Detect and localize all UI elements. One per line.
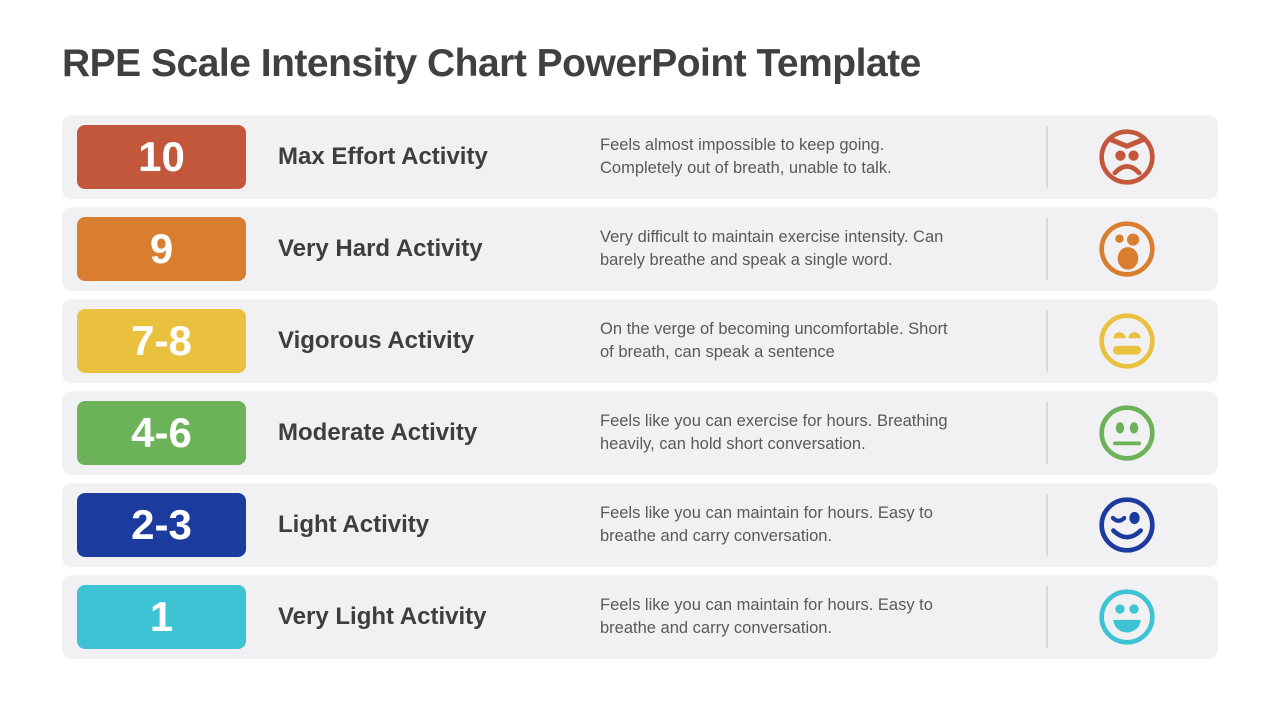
activity-title: Very Hard Activity — [278, 235, 483, 262]
divider — [1046, 310, 1048, 372]
rpe-scale-list: 10 Max Effort Activity Feels almost impo… — [62, 115, 1218, 659]
rpe-row-2-3: 2-3 Light Activity Feels like you can ma… — [62, 483, 1218, 567]
activity-description: Feels like you can exercise for hours. B… — [600, 411, 948, 453]
divider — [1046, 494, 1048, 556]
level-badge: 7-8 — [77, 309, 246, 373]
rpe-row-4-6: 4-6 Moderate Activity Feels like you can… — [62, 391, 1218, 475]
rpe-row-9: 9 Very Hard Activity Very difficult to m… — [62, 207, 1218, 291]
divider — [1046, 218, 1048, 280]
rpe-row-1: 1 Very Light Activity Feels like you can… — [62, 575, 1218, 659]
level-value: 9 — [149, 225, 174, 272]
level-value: 4-6 — [131, 409, 192, 456]
level-badge: 9 — [77, 217, 246, 281]
level-value: 7-8 — [131, 317, 192, 364]
divider — [1046, 586, 1048, 648]
level-value: 2-3 — [131, 501, 192, 548]
gasping-face-icon — [1097, 219, 1157, 279]
level-badge: 2-3 — [77, 493, 246, 557]
activity-title: Very Light Activity — [278, 603, 487, 630]
rpe-row-10: 10 Max Effort Activity Feels almost impo… — [62, 115, 1218, 199]
level-badge: 10 — [77, 125, 246, 189]
wink-face-icon — [1097, 495, 1157, 555]
activity-title: Light Activity — [278, 511, 430, 538]
grimace-face-icon — [1097, 311, 1157, 371]
grin-face-icon — [1097, 587, 1157, 647]
divider — [1046, 126, 1048, 188]
divider — [1046, 402, 1048, 464]
activity-title: Moderate Activity — [278, 419, 478, 446]
level-badge: 4-6 — [77, 401, 246, 465]
angry-face-icon — [1097, 127, 1157, 187]
level-value: 10 — [138, 133, 185, 180]
activity-description: Feels like you can maintain for hours. E… — [600, 503, 933, 545]
level-value: 1 — [149, 593, 174, 640]
activity-title: Max Effort Activity — [278, 143, 488, 170]
activity-description: Feels almost impossible to keep going. C… — [600, 135, 892, 177]
activity-description: Very difficult to maintain exercise inte… — [600, 227, 944, 269]
level-badge: 1 — [77, 585, 246, 649]
page-title: RPE Scale Intensity Chart PowerPoint Tem… — [62, 42, 921, 85]
neutral-face-icon — [1097, 403, 1157, 463]
activity-description: Feels like you can maintain for hours. E… — [600, 595, 933, 637]
activity-description: On the verge of becoming uncomfortable. … — [600, 319, 948, 361]
rpe-row-7-8: 7-8 Vigorous Activity On the verge of be… — [62, 299, 1218, 383]
activity-title: Vigorous Activity — [278, 327, 475, 354]
